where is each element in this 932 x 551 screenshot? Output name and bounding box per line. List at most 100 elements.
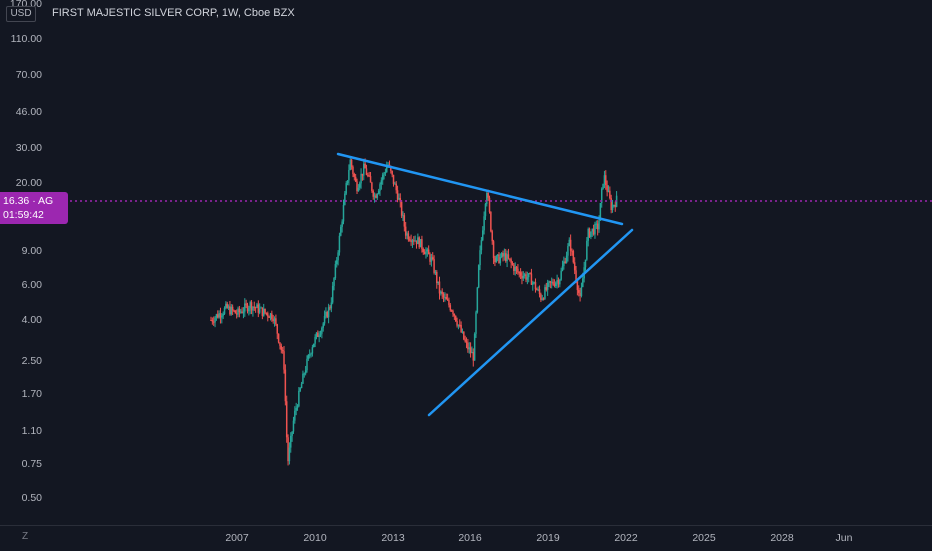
candle-body	[223, 307, 226, 314]
candle-body	[542, 298, 545, 300]
candle-body	[507, 254, 510, 259]
candle-body	[541, 298, 543, 300]
candle-body	[509, 258, 511, 260]
candle-body	[530, 273, 533, 285]
price-chart[interactable]	[0, 0, 932, 525]
candle-body	[373, 195, 376, 197]
candle-body	[480, 240, 483, 251]
candle-body	[221, 315, 223, 318]
candle-body	[522, 275, 525, 279]
candle-body	[258, 308, 261, 313]
candle-body	[407, 233, 410, 240]
candle-body	[607, 190, 610, 192]
candle-body	[308, 354, 311, 356]
candle-body	[379, 184, 381, 191]
candle-body	[400, 201, 403, 216]
candle-body	[544, 287, 546, 299]
candle-body	[598, 220, 600, 230]
candle-body	[262, 308, 265, 316]
candle-body	[557, 279, 560, 285]
support-trendline[interactable]	[427, 228, 634, 417]
candle-body	[521, 275, 523, 279]
candle-body	[577, 290, 580, 293]
candle-body	[303, 373, 306, 375]
candle-body	[421, 239, 423, 249]
candle-body	[582, 278, 584, 288]
candle-body	[450, 310, 453, 312]
candle-body	[441, 291, 443, 294]
candle-body	[586, 240, 588, 260]
chart-pane[interactable]: 170.00 110.00 70.00 46.00 30.00 20.00 9.…	[0, 0, 932, 525]
candle-body	[253, 306, 256, 308]
candle-body	[348, 170, 350, 181]
candle-body	[468, 347, 470, 350]
candles-layer	[210, 156, 618, 466]
candle-body	[538, 289, 541, 295]
candle-body	[300, 383, 303, 389]
resistance-trendline[interactable]	[336, 152, 624, 226]
candle-body	[534, 282, 537, 290]
y-tick-label: 1.70	[21, 388, 42, 400]
candle-body	[495, 256, 498, 263]
candle-body	[321, 327, 323, 334]
candle-body	[377, 190, 380, 194]
candle-body	[268, 316, 270, 319]
candle-body	[367, 174, 369, 176]
candle-body	[383, 173, 385, 175]
candle-body	[606, 185, 608, 192]
x-tick-label: 2019	[536, 532, 560, 544]
candle-body	[371, 182, 373, 191]
y-tick-label: 4.00	[21, 314, 42, 326]
candle-body	[575, 270, 577, 282]
candle-body	[438, 281, 441, 294]
candle-body	[573, 262, 576, 271]
candle-body	[590, 231, 592, 238]
candle-body	[246, 304, 249, 312]
candle-body	[498, 254, 500, 264]
timezone-button[interactable]: Z	[21, 531, 29, 542]
candle-body	[372, 190, 374, 197]
candle-body	[613, 205, 615, 207]
candle-body	[446, 299, 449, 301]
candle-body	[595, 223, 598, 225]
candle-body	[299, 388, 301, 391]
candle-body	[540, 294, 542, 300]
candle-body	[381, 174, 384, 181]
candle-body	[239, 311, 242, 313]
candle-body	[548, 281, 550, 283]
candle-body	[482, 230, 484, 241]
candle-body	[261, 307, 264, 316]
currency-badge[interactable]: USD	[6, 6, 36, 22]
candle-body	[463, 331, 465, 340]
candle-body	[529, 273, 531, 275]
candle-body	[245, 303, 247, 305]
candle-body	[294, 410, 296, 421]
candle-body	[281, 350, 284, 352]
candle-body	[555, 282, 557, 287]
y-tick-label: 46.00	[15, 106, 42, 118]
candle-body	[212, 321, 215, 323]
time-axis[interactable]	[0, 525, 932, 551]
candle-body	[356, 181, 358, 192]
candle-body	[386, 166, 388, 173]
candle-body	[471, 352, 473, 354]
x-tick-label: 2007	[225, 532, 249, 544]
candle-body	[237, 308, 239, 315]
candle-body	[375, 195, 377, 198]
candle-body	[503, 253, 506, 257]
price-symbol: AG	[38, 195, 54, 207]
candle-body	[354, 176, 357, 182]
candle-body	[353, 173, 356, 177]
candle-body	[536, 289, 538, 291]
candle-body	[329, 307, 331, 309]
candle-body	[265, 312, 268, 314]
candle-body	[502, 253, 504, 257]
candle-body	[569, 239, 572, 251]
candle-body	[488, 197, 491, 212]
candle-body	[337, 252, 339, 261]
candle-body	[218, 313, 220, 318]
candle-body	[242, 311, 245, 313]
y-tick-label: 1.10	[21, 425, 42, 437]
candle-body	[364, 163, 366, 169]
candle-body	[518, 272, 521, 274]
